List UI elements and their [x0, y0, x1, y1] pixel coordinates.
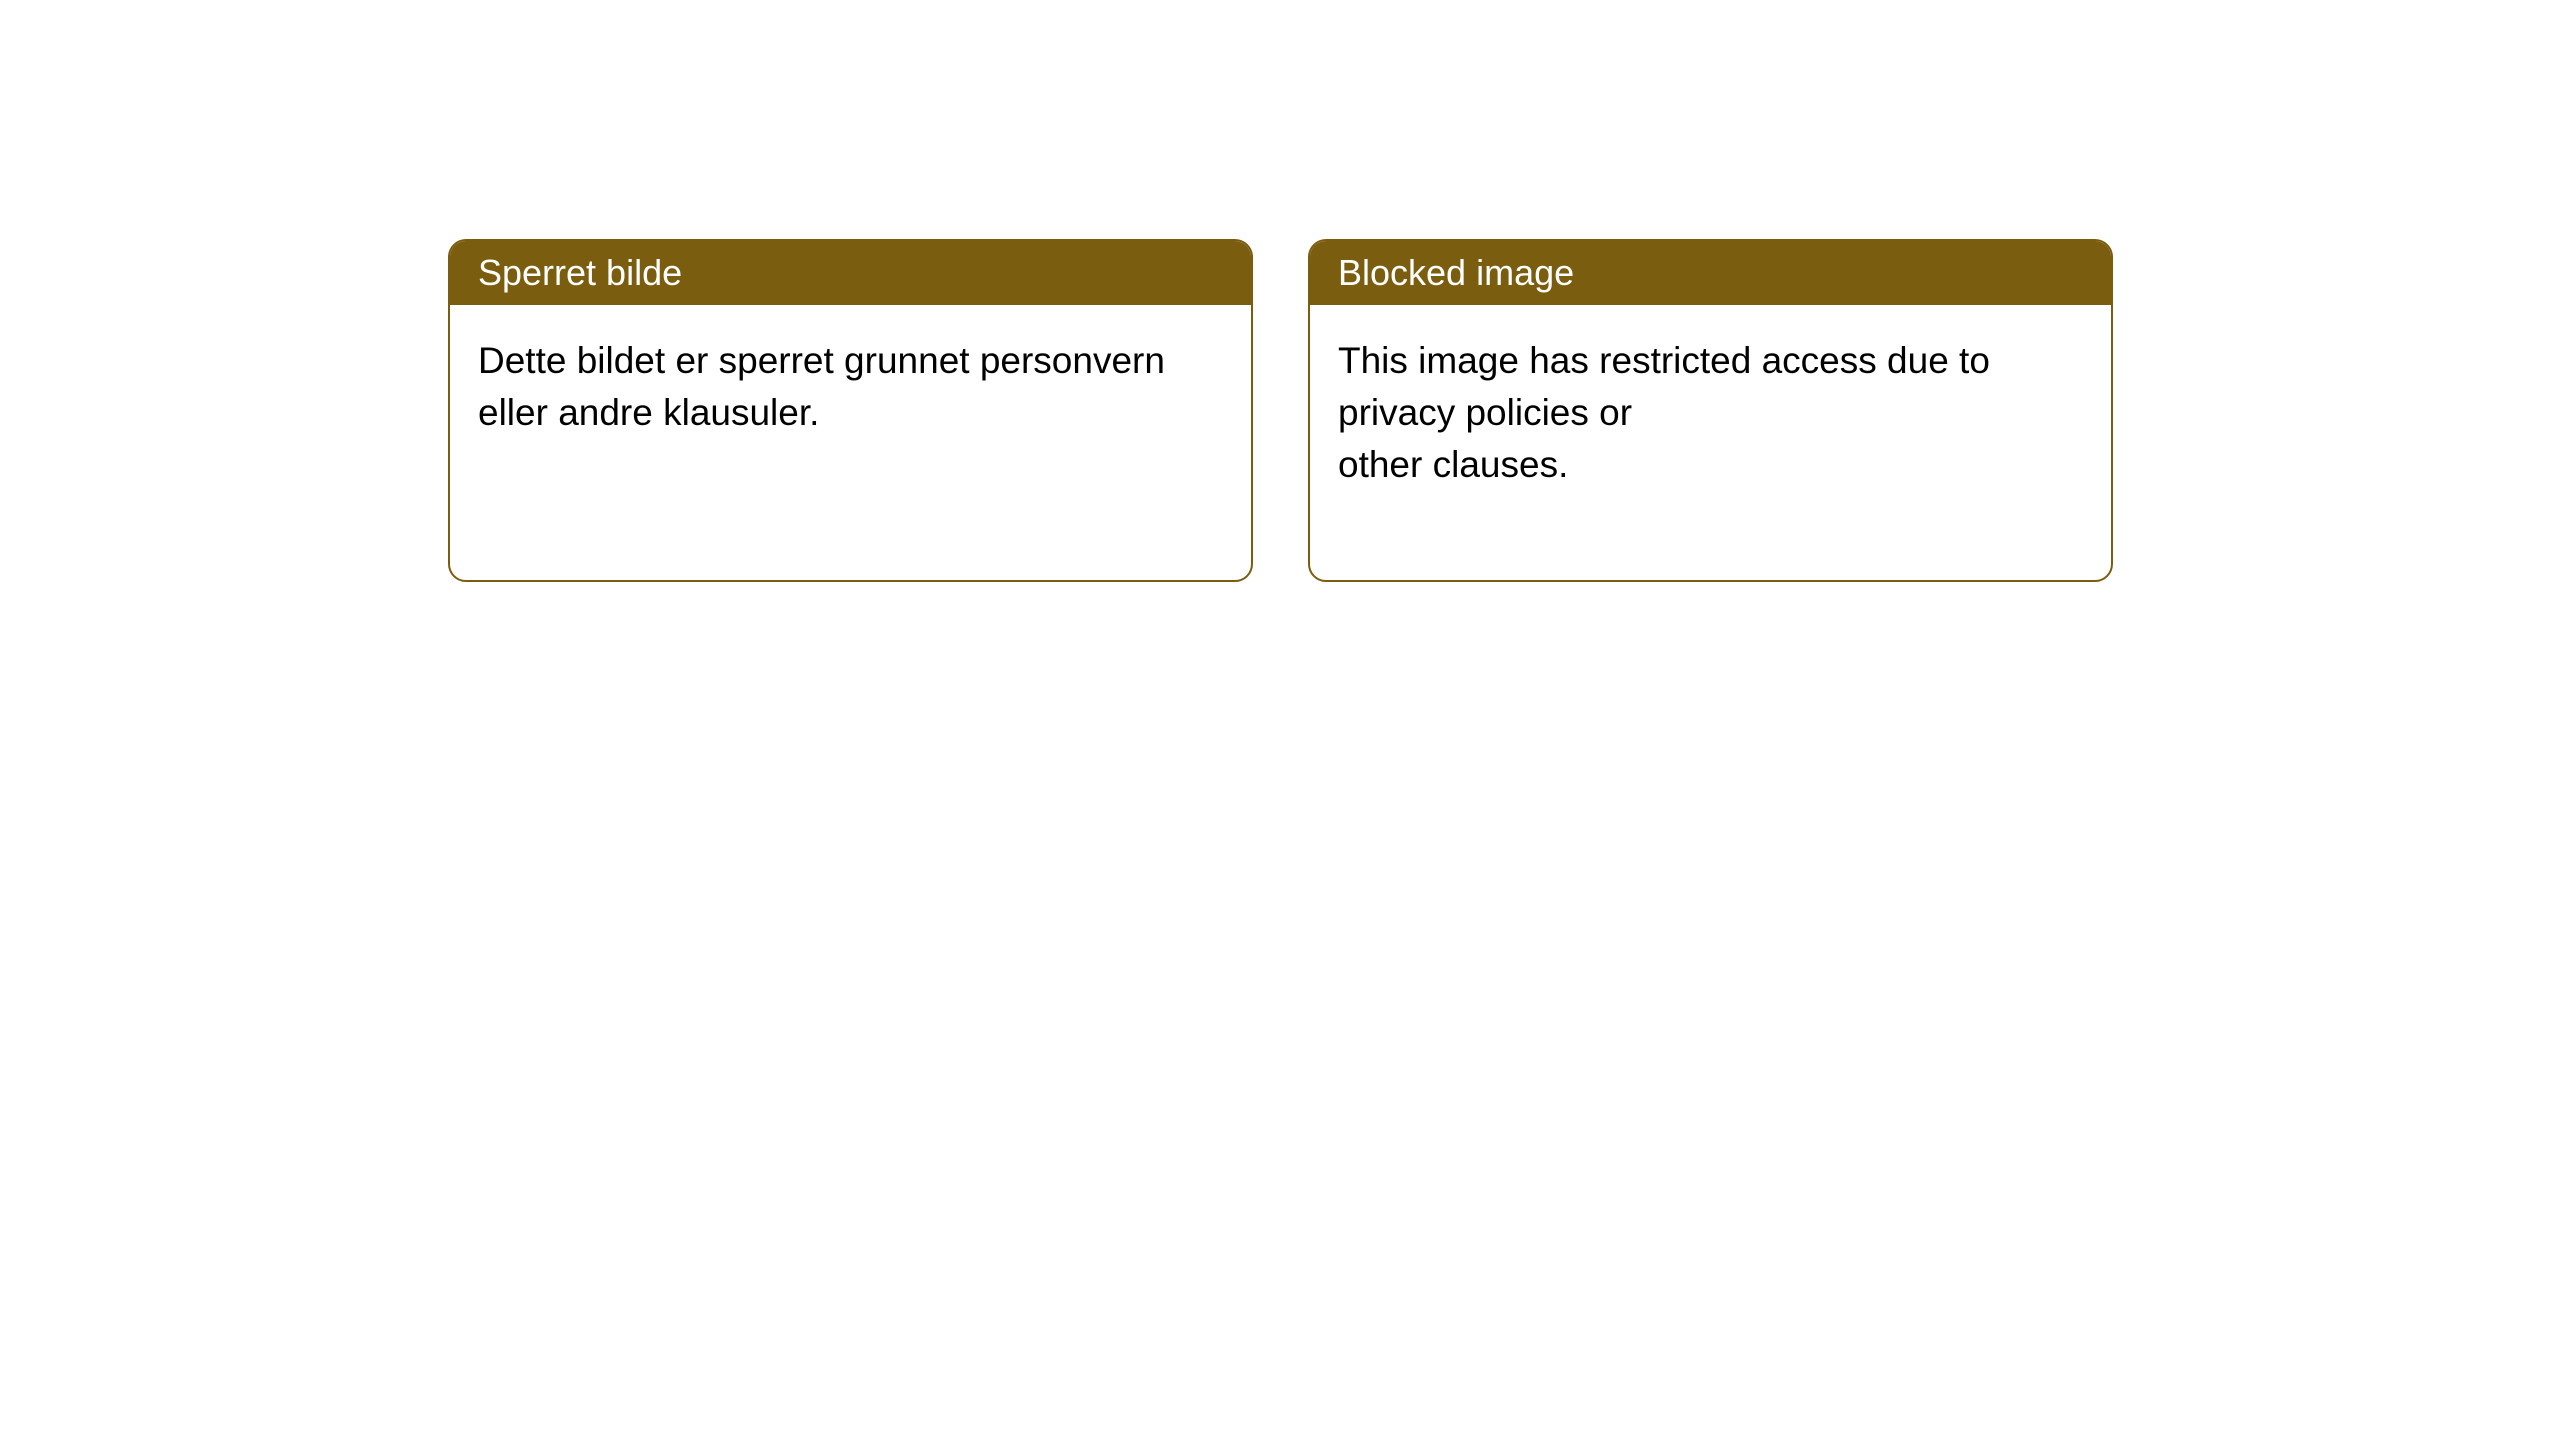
notices-container: Sperret bilde Dette bildet er sperret gr…	[0, 0, 2560, 582]
notice-title-norwegian: Sperret bilde	[450, 241, 1251, 305]
notice-card-norwegian: Sperret bilde Dette bildet er sperret gr…	[448, 239, 1253, 582]
notice-card-english: Blocked image This image has restricted …	[1308, 239, 2113, 582]
notice-message-english: This image has restricted access due to …	[1310, 305, 2111, 580]
notice-message-norwegian: Dette bildet er sperret grunnet personve…	[450, 305, 1251, 529]
notice-title-english: Blocked image	[1310, 241, 2111, 305]
